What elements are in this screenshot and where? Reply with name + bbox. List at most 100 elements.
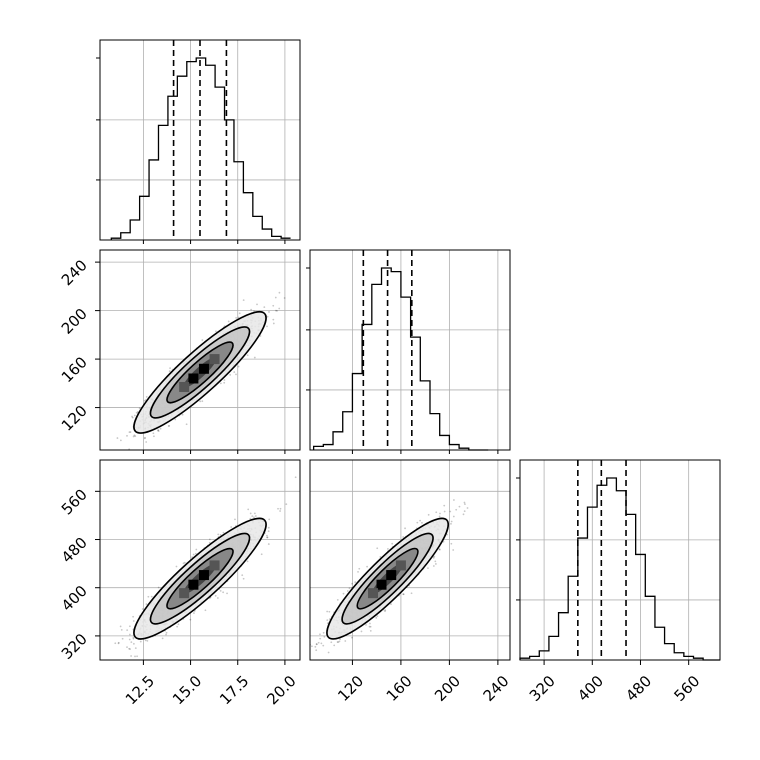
- scatter-point: [204, 609, 207, 612]
- density-cell: [179, 381, 190, 392]
- scatter-point: [215, 330, 217, 333]
- scatter-point: [438, 515, 441, 518]
- scatter-point: [263, 306, 266, 308]
- scatter-point: [194, 552, 197, 555]
- density-cell: [198, 363, 209, 374]
- scatter-point: [121, 456, 123, 458]
- panel-frame: [99, 459, 301, 661]
- scatter-point: [138, 407, 141, 410]
- scatter-point: [195, 548, 198, 551]
- scatter-point: [222, 531, 225, 534]
- scatter-point: [130, 641, 133, 644]
- scatter-point: [267, 526, 270, 529]
- scatter-point: [275, 309, 277, 312]
- scatter-point: [128, 431, 131, 434]
- scatter-point: [432, 565, 435, 567]
- scatter-point: [327, 651, 330, 654]
- scatter-point: [145, 603, 148, 606]
- scatter-point: [128, 625, 131, 628]
- scatter-point: [208, 541, 211, 544]
- scatter-point: [104, 672, 106, 674]
- scatter-point: [168, 370, 171, 373]
- scatter-point: [120, 628, 123, 631]
- scatter-point: [336, 641, 339, 643]
- scatter-point: [226, 592, 228, 595]
- scatter-point: [132, 637, 135, 640]
- scatter-point: [185, 423, 188, 426]
- scatter-point: [129, 648, 131, 650]
- scatter-point: [126, 646, 128, 649]
- scatter-point: [219, 589, 222, 592]
- scatter-point: [419, 519, 421, 522]
- scatter-point: [134, 435, 137, 438]
- scatter-point: [330, 641, 333, 644]
- scatter-point: [165, 633, 167, 636]
- scatter-panel-p1-p3: [100, 460, 300, 674]
- scatter-point: [274, 296, 277, 299]
- scatter-point: [161, 637, 164, 640]
- scatter-point: [144, 639, 147, 642]
- histogram-step-p2: [312, 267, 489, 451]
- scatter-point: [193, 612, 195, 614]
- scatter-point: [141, 608, 144, 610]
- scatter-point: [249, 512, 252, 515]
- scatter-point: [92, 455, 94, 457]
- scatter-point: [285, 503, 288, 506]
- scatter-point: [119, 439, 122, 442]
- scatter-point: [117, 641, 120, 644]
- scatter-point: [182, 562, 185, 565]
- scatter-point: [434, 563, 437, 565]
- scatter-point: [143, 399, 146, 402]
- scatter-point: [260, 553, 263, 556]
- scatter-point: [145, 441, 148, 443]
- scatter-point: [326, 610, 329, 613]
- scatter-panel-p1-p2: [92, 250, 300, 458]
- scatter-point: [253, 516, 255, 519]
- scatter-point: [268, 311, 270, 313]
- scatter-point: [157, 429, 160, 431]
- scatter-point: [247, 508, 250, 511]
- scatter-point: [223, 379, 226, 381]
- scatter-point: [133, 434, 136, 437]
- scatter-point: [235, 373, 237, 376]
- scatter-point: [116, 437, 119, 439]
- scatter-point: [222, 591, 225, 594]
- scatter-point: [156, 429, 159, 432]
- density-cell: [188, 579, 199, 590]
- scatter-point: [119, 625, 122, 628]
- scatter-point: [267, 543, 270, 545]
- scatter-point: [175, 565, 178, 568]
- scatter-point: [238, 312, 241, 315]
- scatter-point: [201, 400, 204, 403]
- scatter-point: [435, 511, 438, 514]
- scatter-point: [256, 303, 258, 306]
- scatter-point: [266, 536, 268, 539]
- scatter-point: [165, 631, 168, 634]
- scatter-point: [250, 308, 253, 311]
- scatter-point: [254, 515, 257, 517]
- scatter-point: [216, 597, 219, 599]
- scatter-point: [128, 633, 131, 636]
- scatter-point: [192, 553, 195, 556]
- scatter-point: [181, 413, 184, 416]
- scatter-point: [278, 291, 281, 294]
- scatter-point: [143, 437, 146, 440]
- scatter-point: [230, 526, 233, 528]
- scatter-point: [177, 623, 180, 626]
- histogram-panel-p2: [306, 250, 510, 451]
- scatter-point: [159, 427, 162, 430]
- scatter-point: [152, 432, 155, 435]
- scatter-point: [157, 586, 160, 589]
- scatter-point: [223, 381, 226, 384]
- scatter-point: [114, 642, 117, 645]
- scatter-point: [169, 367, 171, 370]
- scatter-point: [183, 561, 186, 564]
- scatter-point: [145, 395, 148, 398]
- scatter-point: [272, 304, 275, 307]
- scatter-point: [199, 400, 202, 403]
- scatter-point: [234, 518, 236, 521]
- panel-frame: [519, 459, 721, 661]
- scatter-point: [237, 316, 240, 319]
- scatter-point: [237, 365, 240, 368]
